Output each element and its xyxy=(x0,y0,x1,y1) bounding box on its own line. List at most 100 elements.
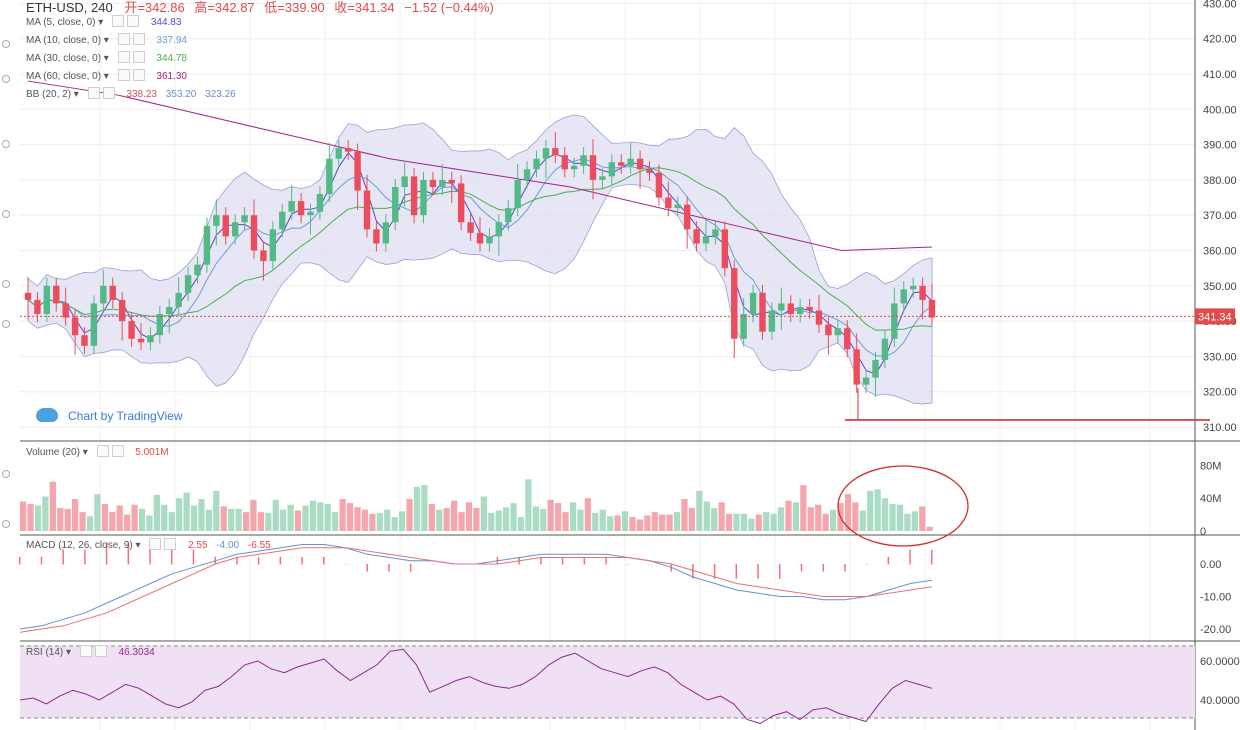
volume-bar xyxy=(755,514,762,531)
close-icon[interactable] xyxy=(132,51,145,63)
annotation-circle xyxy=(837,465,969,547)
macd-histogram-bar xyxy=(627,564,629,565)
volume-bar xyxy=(294,510,302,531)
candle xyxy=(166,306,173,315)
volume-bar xyxy=(257,512,265,531)
candle xyxy=(815,310,823,325)
candle xyxy=(589,155,597,180)
line-tool-icon[interactable] xyxy=(2,140,10,148)
legend-label: MA (60, close, 0) xyxy=(26,71,102,82)
candle xyxy=(702,236,710,244)
volume-bar xyxy=(34,505,42,531)
price-tick-label: 410.00 xyxy=(1203,69,1237,81)
volume-bar xyxy=(317,502,324,531)
volume-bar xyxy=(280,509,287,531)
candle xyxy=(269,229,277,262)
volume-bar xyxy=(785,500,792,531)
symbol-title[interactable]: ETH-USD, 240 xyxy=(26,0,113,15)
candle xyxy=(768,310,776,332)
ma30-line xyxy=(27,167,933,331)
fib-tool-icon[interactable] xyxy=(2,210,10,218)
volume-bar xyxy=(272,499,279,531)
legend-bb[interactable]: BB (20, 2) ▾ 338.23 353.20 323.26 xyxy=(26,87,236,100)
candle xyxy=(439,179,446,187)
settings-icon[interactable] xyxy=(149,538,162,550)
candle xyxy=(834,328,842,336)
shape-tool-icon[interactable] xyxy=(2,280,10,288)
settings-icon[interactable] xyxy=(117,51,130,63)
settings-icon[interactable] xyxy=(117,69,130,81)
close-value: 收=341.34 xyxy=(334,0,395,15)
price-tick-label: 310.00 xyxy=(1203,422,1237,434)
legend-ma60[interactable]: MA (60, close, 0) ▾ 361.30 xyxy=(26,69,187,82)
volume-bar xyxy=(183,492,190,531)
close-icon[interactable] xyxy=(132,33,145,45)
legend-volume[interactable]: Volume (20) ▾ 5.001M xyxy=(26,445,169,458)
candle xyxy=(344,148,352,152)
volume-bar xyxy=(503,507,510,531)
cursor-icon[interactable] xyxy=(2,75,10,83)
volume-bar xyxy=(354,507,361,531)
price-tick-label: 370.00 xyxy=(1203,210,1237,222)
text-tool-icon[interactable] xyxy=(2,320,10,328)
volume-bar xyxy=(651,512,658,531)
zoom-tool-icon[interactable] xyxy=(2,520,10,528)
settings-icon[interactable] xyxy=(87,87,100,99)
ohlc-readout: 开=342.86 高=342.87 低=339.90 收=341.34 −1.5… xyxy=(124,0,500,15)
close-icon[interactable] xyxy=(164,538,177,550)
legend-label: MA (10, close, 0) xyxy=(26,35,102,46)
macd-histogram-bar xyxy=(366,564,368,572)
volume-bar xyxy=(711,508,718,531)
volume-bar xyxy=(413,486,421,531)
tradingview-logo-icon xyxy=(36,408,58,422)
volume-bar xyxy=(79,512,86,531)
candle xyxy=(156,314,164,336)
close-icon[interactable] xyxy=(102,87,115,99)
macd-histogram-bar xyxy=(409,564,412,572)
volume-bar xyxy=(324,503,331,531)
volume-bar xyxy=(86,516,94,531)
close-icon[interactable] xyxy=(127,15,140,27)
candle xyxy=(326,158,333,195)
candle xyxy=(118,299,126,322)
volume-bar xyxy=(636,519,643,531)
legend-label: BB (20, 2) xyxy=(26,89,72,100)
legend-ma5[interactable]: MA (5, close, 0) ▾ 344.83 xyxy=(26,15,182,28)
volume-bar xyxy=(176,498,183,531)
settings-icon[interactable] xyxy=(79,645,92,657)
legend-ma10[interactable]: MA (10, close, 0) ▾ 337.94 xyxy=(26,33,187,46)
volume-bar xyxy=(904,513,911,531)
volume-bar xyxy=(27,503,34,531)
measure-tool-icon[interactable] xyxy=(2,470,10,478)
price-tick-label: 320.00 xyxy=(1203,387,1237,399)
crosshair-icon[interactable] xyxy=(2,40,10,48)
close-icon[interactable] xyxy=(132,69,145,81)
candle xyxy=(627,158,634,166)
brand-text: Chart by TradingView xyxy=(68,409,183,423)
candles xyxy=(24,132,936,397)
candle xyxy=(231,222,239,237)
macd-histogram-bar xyxy=(301,556,303,565)
candle xyxy=(354,151,361,191)
tradingview-brand[interactable]: Chart by TradingView xyxy=(36,408,183,423)
legend-macd[interactable]: MACD (12, 26, close, 9) ▾ 2.55 -4.00 -6.… xyxy=(26,538,271,551)
settings-icon[interactable] xyxy=(117,33,130,45)
close-icon[interactable] xyxy=(111,445,124,457)
legend-rsi[interactable]: RSI (14) ▾ 46.3034 xyxy=(26,645,155,658)
price-tick-label: 380.00 xyxy=(1203,175,1237,187)
last-price-label: 341.34 xyxy=(1198,311,1232,323)
legend-ma30[interactable]: MA (30, close, 0) ▾ 344.78 xyxy=(26,51,187,64)
close-icon[interactable] xyxy=(94,645,107,657)
settings-icon[interactable] xyxy=(96,445,109,457)
volume-bar xyxy=(681,499,688,531)
drawing-toolbar[interactable] xyxy=(0,0,12,730)
candle xyxy=(147,335,154,343)
candle xyxy=(533,158,540,170)
settings-icon[interactable] xyxy=(112,15,125,27)
candle xyxy=(184,275,192,293)
macd-histogram-bar xyxy=(19,556,21,565)
last-price-tag xyxy=(1195,308,1235,325)
volume-tick-label: 0 xyxy=(1200,526,1206,538)
candle xyxy=(542,148,550,159)
